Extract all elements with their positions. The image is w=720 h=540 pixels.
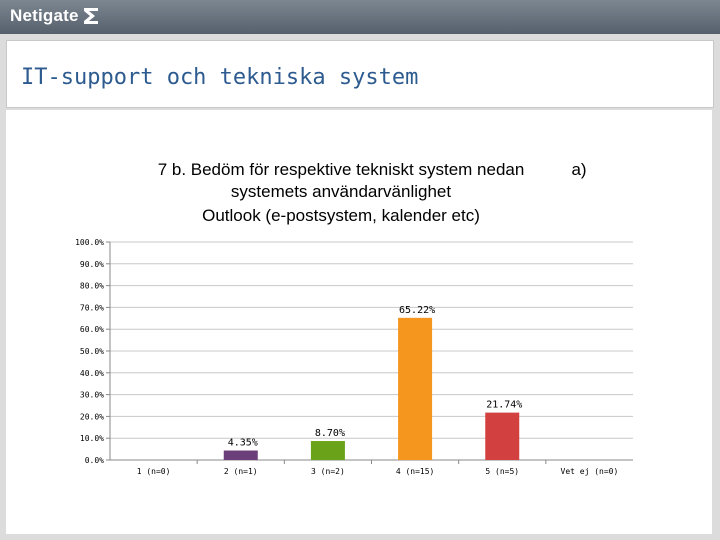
title-panel: IT-support och tekniska system xyxy=(6,40,714,108)
data-label: 8.70% xyxy=(315,428,345,439)
y-tick-label: 70.0% xyxy=(80,303,104,312)
bar xyxy=(398,317,433,460)
y-tick-label: 60.0% xyxy=(80,325,104,334)
chart-title-suffix: a) xyxy=(571,160,587,179)
data-label: 65.22% xyxy=(399,305,435,316)
y-tick-label: 10.0% xyxy=(80,434,104,443)
x-tick-label: 4 (n=15) xyxy=(396,467,435,476)
bar xyxy=(485,412,520,460)
x-tick-label: Vet ej (n=0) xyxy=(561,467,619,476)
bar-chart: 0.0% 10.0% 20.0% 30.0% 40.0% 50.0% 60.0% 70.0% 8… xyxy=(75,238,633,476)
x-tick-label: 1 (n=0) xyxy=(137,467,171,476)
netigate-logo: Netigate xyxy=(10,6,79,25)
x-tick-label: 5 (n=5) xyxy=(485,467,519,476)
y-tick-label: 40.0% xyxy=(80,369,104,378)
data-label: 21.74% xyxy=(486,400,522,411)
netigate-logo-icon xyxy=(84,8,98,24)
chart-panel: 7 b. Bedöm för respektive tekniskt syste… xyxy=(6,110,712,534)
x-tick-label: 2 (n=1) xyxy=(224,467,258,476)
y-tick-label: 90.0% xyxy=(80,260,104,269)
chart-title-line-2: systemets användarvänlighet xyxy=(230,182,452,201)
bar xyxy=(310,441,345,460)
y-tick-label: 30.0% xyxy=(80,391,104,400)
y-tick-label: 20.0% xyxy=(80,412,104,421)
y-tick-label: 100.0% xyxy=(75,238,104,247)
data-label: 4.35% xyxy=(228,438,258,449)
y-tick-label: 80.0% xyxy=(80,282,104,291)
header-bar: Netigate xyxy=(0,0,720,34)
y-tick-label: 0.0% xyxy=(85,456,104,465)
chart-title-line-1: 7 b. Bedöm för respektive tekniskt syste… xyxy=(157,160,525,179)
x-tick-label: 3 (n=2) xyxy=(311,467,345,476)
y-tick-label: 50.0% xyxy=(80,347,104,356)
chart-title-line-3: Outlook (e-postsystem, kalender etc) xyxy=(202,206,480,225)
page-title: IT-support och tekniska system xyxy=(21,65,419,90)
bar xyxy=(223,450,258,460)
